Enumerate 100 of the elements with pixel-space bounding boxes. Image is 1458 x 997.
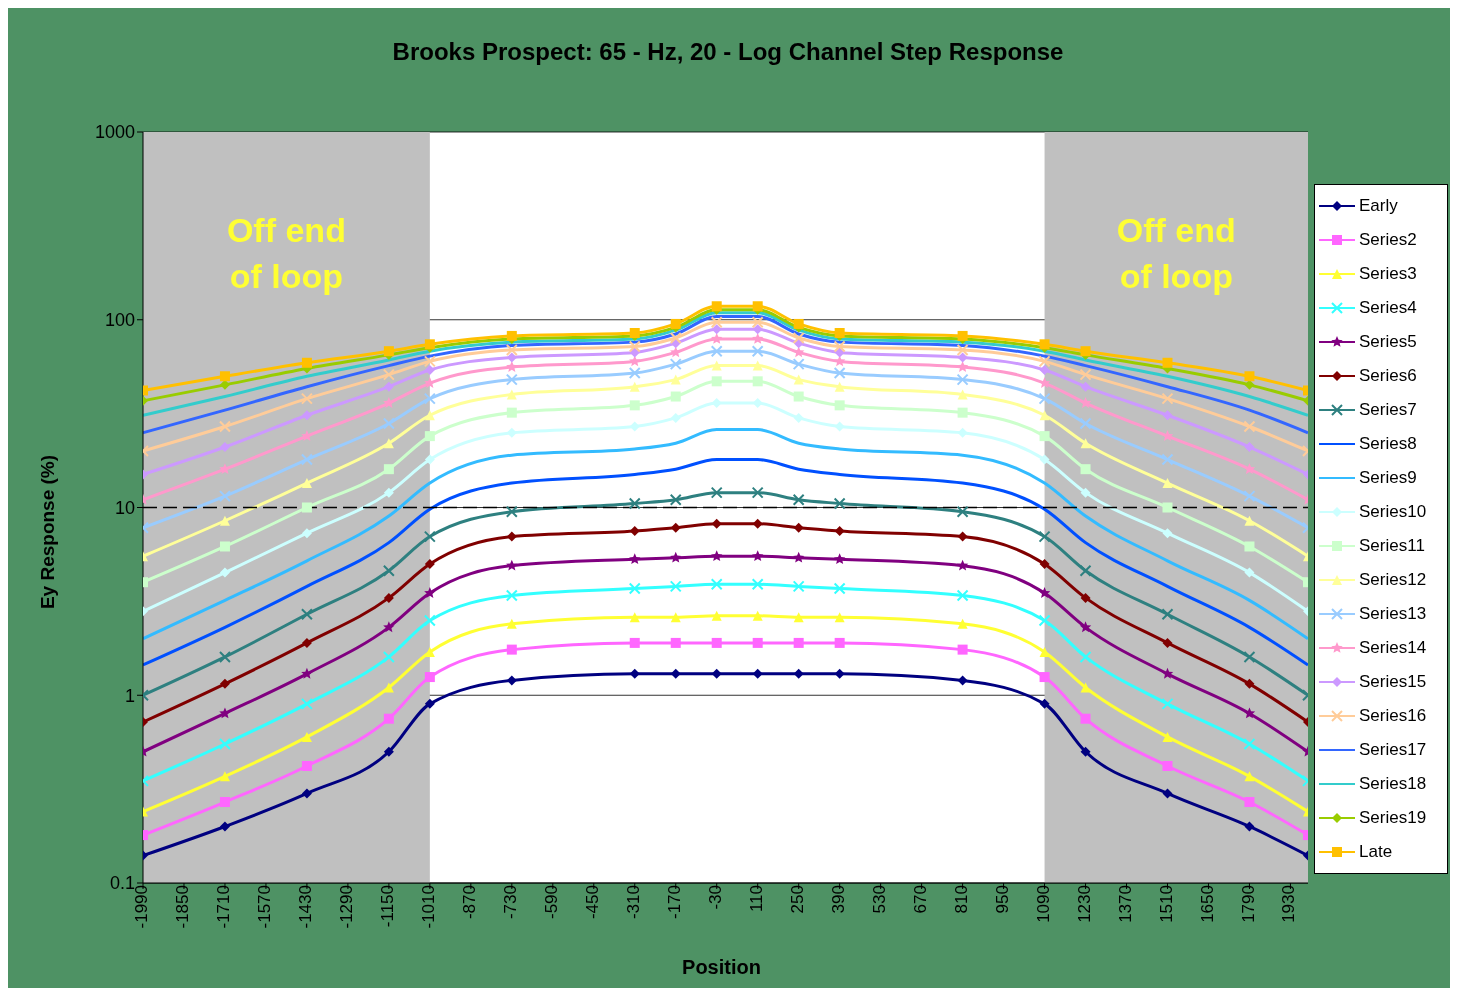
point (834, 381, 845, 392)
point (1243, 490, 1256, 503)
point (219, 371, 230, 382)
point (792, 331, 805, 344)
point (301, 478, 312, 489)
point (628, 497, 641, 510)
point (1039, 431, 1050, 442)
point (629, 381, 640, 392)
point (793, 668, 804, 679)
point (506, 352, 517, 363)
legend-label: Series5 (1359, 332, 1417, 352)
legend-label: Series15 (1359, 672, 1427, 692)
legend-label: Series10 (1359, 502, 1427, 522)
point (301, 760, 312, 771)
point (219, 771, 230, 782)
point (382, 650, 395, 663)
point (711, 637, 722, 648)
chart-title: Brooks Prospect: 65 - Hz, 20 - Log Channel Step Response (391, 38, 1065, 66)
point (424, 587, 436, 598)
point (834, 421, 845, 432)
x-tick-label: 1090 (1033, 885, 1053, 923)
point (424, 431, 435, 442)
band-label: Off end of loop (1116, 211, 1236, 295)
point (1161, 392, 1174, 405)
y-tick-label: 0.1 (109, 873, 135, 894)
point (506, 407, 517, 418)
point (506, 531, 517, 542)
legend-label: Series12 (1359, 570, 1427, 590)
point (383, 682, 394, 693)
legend-label: Series7 (1359, 400, 1417, 420)
point (957, 644, 968, 655)
point (833, 582, 846, 595)
x-tick-label: 670 (910, 885, 930, 914)
point (670, 668, 681, 679)
point (670, 412, 681, 423)
x-tick-label: 950 (992, 885, 1012, 914)
legend-label: Series2 (1359, 230, 1417, 250)
x-tick-label: 390 (828, 885, 848, 914)
point (300, 392, 313, 405)
point (628, 582, 641, 595)
legend-label: Series14 (1359, 638, 1427, 658)
point (219, 442, 230, 452)
point (218, 490, 231, 503)
point (424, 559, 435, 570)
legend-label: Series3 (1359, 264, 1417, 284)
point (1080, 438, 1091, 449)
point (957, 675, 968, 686)
point (1244, 771, 1255, 782)
point (752, 360, 763, 371)
point (1039, 454, 1050, 465)
point (506, 389, 517, 400)
point (1039, 646, 1050, 657)
point (1080, 592, 1091, 603)
point (300, 697, 313, 710)
x-tick-label: -1010 (418, 885, 438, 929)
point (1161, 608, 1174, 621)
point (1162, 528, 1173, 539)
point (1243, 650, 1256, 663)
point (1080, 713, 1091, 724)
point (1038, 614, 1051, 627)
point (956, 589, 969, 602)
point (383, 487, 394, 498)
point (301, 410, 312, 421)
point (382, 368, 395, 381)
point (670, 391, 681, 402)
point (219, 567, 230, 578)
point (1079, 650, 1092, 663)
point (1161, 667, 1174, 679)
x-tick-label: -170 (664, 885, 684, 920)
point (834, 668, 845, 679)
point (1162, 502, 1173, 513)
point (669, 331, 682, 344)
point (752, 668, 763, 679)
y-tick-label: 1000 (94, 122, 135, 143)
point (301, 357, 312, 368)
point (1162, 760, 1173, 771)
point (219, 678, 230, 689)
point (629, 400, 640, 411)
point (956, 559, 969, 571)
point (711, 518, 722, 529)
point (792, 580, 805, 593)
point (1038, 530, 1051, 543)
legend-label: Series16 (1359, 706, 1427, 726)
point (423, 530, 436, 543)
point (833, 553, 846, 565)
point (711, 668, 722, 679)
point (383, 746, 394, 757)
point (793, 612, 804, 623)
x-tick-label: 1790 (1238, 885, 1258, 923)
legend-label: Early (1359, 196, 1398, 216)
point (424, 698, 435, 709)
x-tick-label: -30 (705, 885, 725, 910)
point (711, 360, 722, 371)
x-tick-label: 810 (951, 885, 971, 914)
point (1080, 381, 1091, 392)
point (1244, 371, 1255, 382)
point (670, 522, 681, 533)
legend-label: Series18 (1359, 774, 1427, 794)
point (752, 610, 763, 621)
point (506, 559, 518, 571)
